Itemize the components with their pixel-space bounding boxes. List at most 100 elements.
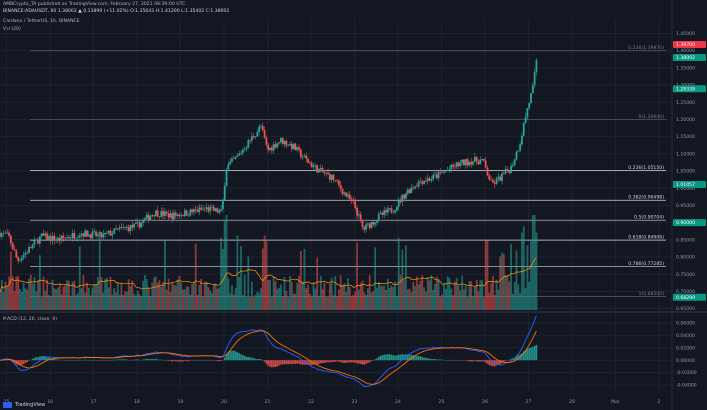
volume-bar [118, 294, 121, 310]
macd-histogram-bar [303, 360, 306, 365]
volume-bar [98, 234, 101, 310]
candle-body [156, 210, 159, 217]
volume-bar [149, 295, 152, 310]
candle-body [347, 194, 349, 197]
volume-bar [321, 289, 324, 310]
candle-body [357, 214, 360, 216]
volume-bar [397, 237, 400, 310]
volume-bar [350, 296, 353, 310]
macd-histogram-bar [530, 347, 532, 361]
macd-histogram-bar [338, 360, 340, 362]
candle-body [508, 171, 511, 173]
volume-bar [443, 282, 445, 310]
candle-body [115, 228, 117, 230]
time-tick-label: Mar [611, 399, 620, 405]
volume-bar [225, 215, 228, 310]
volume-bar [19, 288, 21, 310]
macd-histogram-bar [173, 360, 175, 362]
volume-bar [354, 291, 357, 310]
macd-histogram-bar [383, 354, 386, 361]
candle-body [463, 159, 465, 166]
macd-histogram-bar [155, 358, 157, 361]
candle-body [323, 172, 326, 174]
candle-body [249, 140, 251, 141]
time-tick-label: 27 [526, 399, 532, 405]
macd-histogram-bar [501, 360, 503, 363]
tradingview-logo[interactable]: TradingView [3, 402, 45, 408]
volume-bar [296, 282, 299, 310]
macd-histogram-bar [381, 355, 384, 361]
candle-body [294, 143, 297, 151]
macd-histogram-bar [327, 360, 329, 363]
candle-body [289, 144, 291, 146]
candle-body [316, 165, 319, 173]
price-tag-label: 1.29339 [676, 86, 695, 92]
macd-histogram-bar [55, 359, 57, 361]
macd-histogram-bar [345, 360, 347, 363]
candle-body [499, 176, 502, 181]
volume-bar [182, 289, 184, 310]
macd-histogram-bar [285, 360, 288, 365]
candle-body [234, 156, 237, 159]
volume-bar [372, 290, 375, 310]
candle-body [203, 208, 206, 210]
macd-histogram-bar [115, 359, 117, 361]
macd-histogram-bar [260, 359, 262, 361]
volume-bar [84, 292, 87, 310]
candle-body [296, 147, 299, 151]
volume-bar [0, 280, 3, 310]
macd-histogram-bar [432, 358, 434, 361]
volume-bar [392, 286, 395, 310]
volume-label: Vol (20) [3, 27, 21, 32]
time-axis[interactable]: 1516171819202122232425262728Mar2 [4, 399, 661, 405]
candle-body [73, 232, 76, 239]
candle-body [129, 225, 132, 232]
volume-bar [434, 283, 436, 310]
macd-histogram-bar [312, 360, 315, 365]
candle-body [113, 228, 116, 234]
candle-body [343, 192, 346, 195]
volume-bar [332, 295, 335, 310]
fib-level-label: 0(1.20000) [638, 114, 664, 120]
candle-body [453, 166, 456, 168]
candle-body [328, 174, 331, 180]
macd-histogram-bar [425, 357, 427, 361]
volume-bar [211, 292, 213, 310]
volume-bar [341, 284, 344, 310]
macd-histogram-bar [24, 360, 27, 363]
volume-bar [49, 296, 52, 310]
volume-bar [251, 281, 253, 310]
candle-body [336, 179, 338, 181]
candle-body [109, 230, 112, 236]
candle-body [223, 186, 226, 200]
macd-histogram-bar [321, 360, 324, 364]
volume-bar [158, 280, 161, 310]
candle-body [151, 215, 154, 217]
macd-histogram-bar [136, 359, 139, 361]
volume-bar [403, 280, 406, 310]
macd-histogram-bar [281, 360, 284, 365]
volume-bar [278, 287, 280, 310]
volume-bar [511, 293, 514, 310]
macd-histogram-bar [144, 359, 146, 361]
candle-body [305, 155, 308, 160]
volume-bar [499, 256, 502, 310]
candle-body [330, 174, 333, 180]
macd-histogram-bar [532, 346, 534, 361]
volume-bar [473, 287, 476, 310]
macd-histogram-bar [169, 360, 172, 361]
volume-bar [307, 284, 309, 310]
candle-body [394, 210, 396, 213]
macd-axis[interactable]: 0.06000 0.04000 0.02000 0.00000 -0.02000 -0.0… [676, 321, 697, 389]
volume-bar [142, 280, 145, 310]
volume-bar [80, 288, 83, 310]
price-axis[interactable]: 1.450001.400001.350001.300001.250001.200… [676, 31, 695, 312]
candle-body [395, 206, 398, 211]
volume-bar [231, 285, 233, 310]
volume-bar [519, 292, 522, 310]
volume-bar [194, 243, 197, 310]
volume-bar [37, 280, 39, 310]
volume-bar [316, 257, 319, 310]
volume-bar [287, 297, 290, 310]
